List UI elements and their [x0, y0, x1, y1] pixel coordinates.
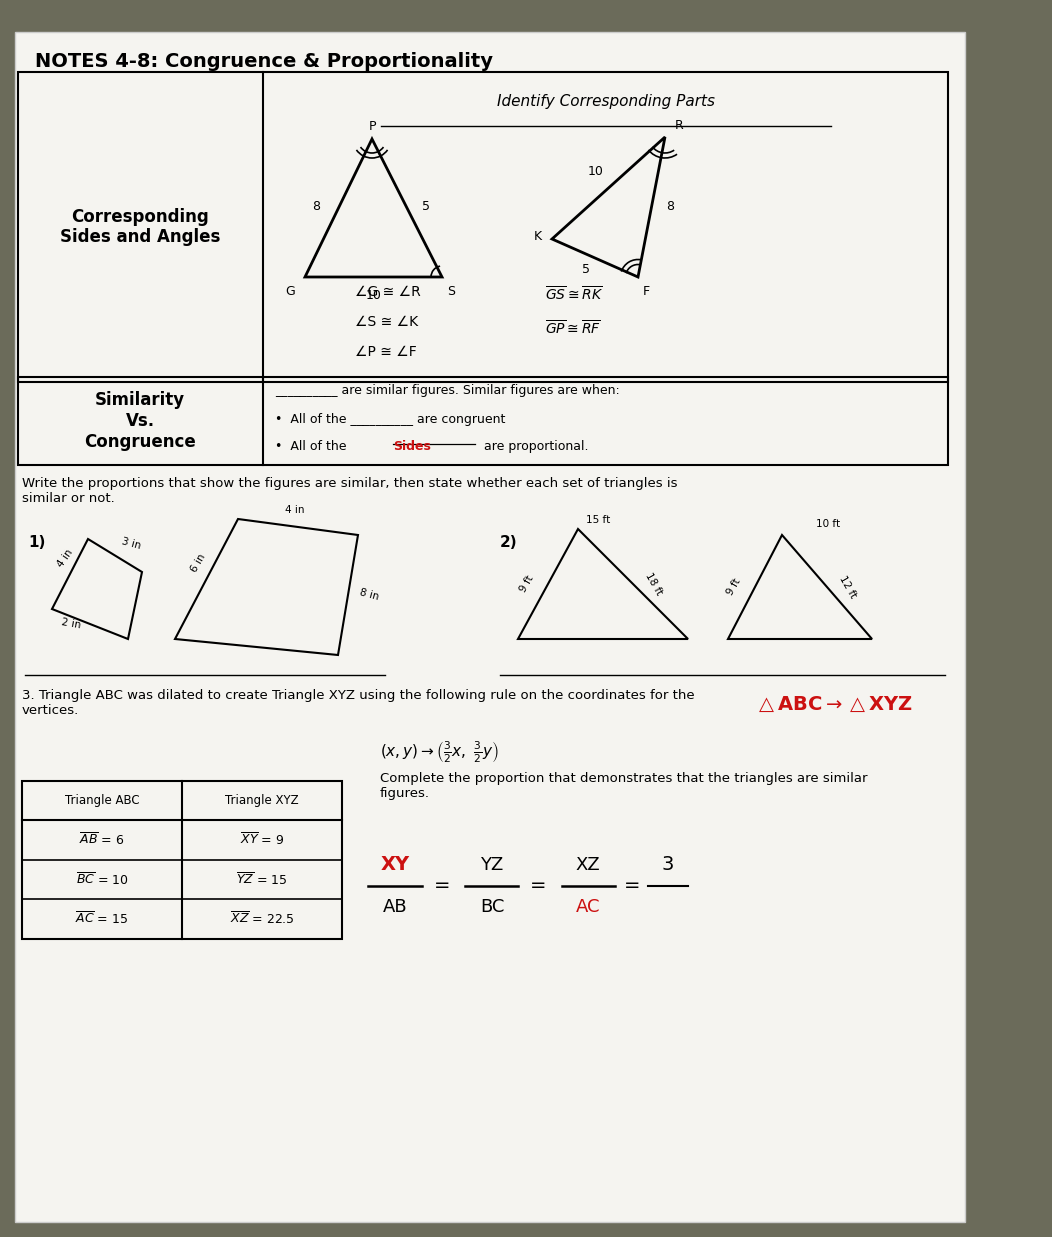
Text: =: =: [530, 877, 546, 896]
Text: 15 ft: 15 ft: [586, 515, 610, 524]
Text: ∠G ≅ ∠R: ∠G ≅ ∠R: [355, 285, 421, 299]
Text: Corresponding
Sides and Angles: Corresponding Sides and Angles: [60, 208, 220, 246]
Text: 4 in: 4 in: [56, 547, 75, 569]
Text: R: R: [675, 119, 684, 132]
Bar: [18, 72, 948, 382]
Text: __________ are similar figures. Similar figures are when:: __________ are similar figures. Similar …: [275, 383, 620, 397]
Text: 6 in: 6 in: [189, 552, 207, 574]
Text: •  All of the __________ are congruent: • All of the __________ are congruent: [275, 413, 505, 426]
Text: XY: XY: [381, 856, 409, 875]
Text: $\overline{AC}$ = 15: $\overline{AC}$ = 15: [76, 912, 128, 928]
Text: BC: BC: [480, 898, 504, 917]
Text: Sides: Sides: [393, 440, 431, 453]
Text: 1): 1): [28, 534, 45, 550]
Text: K: K: [533, 230, 542, 244]
Text: $\overline{GS} \cong \overline{RK}$: $\overline{GS} \cong \overline{RK}$: [545, 285, 603, 303]
Text: $\triangle$ABC$\rightarrow$$\triangle$XYZ: $\triangle$ABC$\rightarrow$$\triangle$XY…: [755, 695, 913, 714]
Text: AC: AC: [575, 898, 601, 917]
Text: 10: 10: [365, 289, 382, 302]
Text: 2): 2): [500, 534, 518, 550]
Text: 3 in: 3 in: [120, 536, 141, 550]
Text: 10: 10: [588, 165, 604, 178]
Text: are proportional.: are proportional.: [480, 440, 588, 453]
Text: NOTES 4-8: Congruence & Proportionality: NOTES 4-8: Congruence & Proportionality: [35, 52, 493, 71]
Text: P: P: [368, 120, 376, 134]
Text: 8 in: 8 in: [358, 588, 380, 602]
Text: 8: 8: [312, 199, 321, 213]
Text: $\overline{YZ}$ = 15: $\overline{YZ}$ = 15: [237, 872, 288, 888]
Text: 5: 5: [422, 199, 430, 213]
Text: 18 ft: 18 ft: [643, 571, 664, 597]
Text: $(x, y) \rightarrow \left(\frac{3}{2}x,\ \frac{3}{2}y\right)$: $(x, y) \rightarrow \left(\frac{3}{2}x,\…: [380, 738, 499, 764]
Text: 9 ft: 9 ft: [726, 576, 743, 597]
Text: $\overline{XZ}$ = 22.5: $\overline{XZ}$ = 22.5: [229, 912, 295, 928]
Text: S: S: [447, 285, 456, 298]
Text: $\overline{GP} \cong \overline{RF}$: $\overline{GP} \cong \overline{RF}$: [545, 319, 601, 338]
Text: YZ: YZ: [481, 856, 504, 875]
Text: F: F: [643, 285, 650, 298]
Text: =: =: [624, 877, 641, 896]
Bar: [22, 781, 342, 939]
Text: Similarity
Vs.
Congruence: Similarity Vs. Congruence: [84, 391, 196, 450]
Text: Identify Corresponding Parts: Identify Corresponding Parts: [497, 94, 714, 109]
Text: 9 ft: 9 ft: [519, 574, 537, 594]
Text: Complete the proportion that demonstrates that the triangles are similar
figures: Complete the proportion that demonstrate…: [380, 772, 868, 800]
Text: 10 ft: 10 ft: [816, 520, 841, 529]
Text: =: =: [433, 877, 450, 896]
Text: 4 in: 4 in: [285, 505, 305, 515]
Text: XZ: XZ: [575, 856, 601, 875]
Text: 3. Triangle ABC was dilated to create Triangle XYZ using the following rule on t: 3. Triangle ABC was dilated to create Tr…: [22, 689, 694, 717]
Text: $\overline{BC}$ = 10: $\overline{BC}$ = 10: [76, 872, 128, 888]
Text: $\overline{XY}$ = 9: $\overline{XY}$ = 9: [240, 833, 284, 849]
Text: ∠P ≅ ∠F: ∠P ≅ ∠F: [355, 345, 417, 359]
Text: AB: AB: [383, 898, 407, 917]
Bar: [18, 377, 948, 465]
Text: 5: 5: [582, 263, 590, 276]
Text: Triangle XYZ: Triangle XYZ: [225, 794, 299, 808]
Text: •  All of the: • All of the: [275, 440, 350, 453]
Text: 2 in: 2 in: [61, 617, 82, 631]
Text: $\overline{AB}$ = 6: $\overline{AB}$ = 6: [79, 833, 125, 849]
Text: Triangle ABC: Triangle ABC: [64, 794, 139, 808]
Text: 8: 8: [667, 200, 674, 214]
Text: ∠S ≅ ∠K: ∠S ≅ ∠K: [355, 315, 418, 329]
Text: G: G: [285, 285, 295, 298]
Text: Write the proportions that show the figures are similar, then state whether each: Write the proportions that show the figu…: [22, 477, 677, 505]
Text: 12 ft: 12 ft: [837, 574, 857, 600]
Text: 3: 3: [662, 856, 674, 875]
